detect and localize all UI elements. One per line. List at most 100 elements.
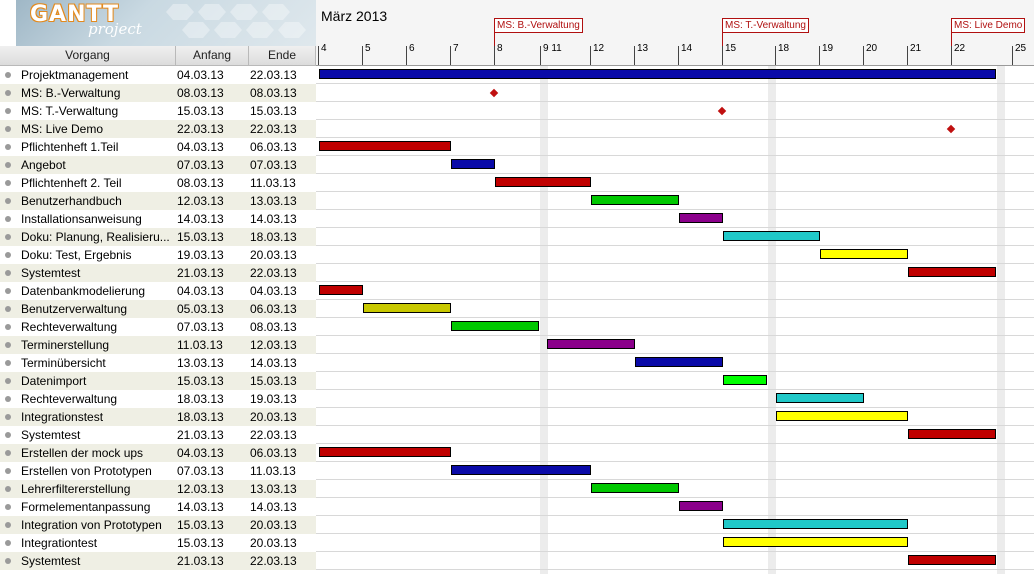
task-bar[interactable] [908, 429, 996, 439]
day-tick-label: 5 [365, 43, 371, 54]
column-header-end[interactable]: Ende [249, 46, 316, 65]
bullet-icon [5, 558, 11, 564]
task-bar[interactable] [319, 285, 363, 295]
task-bar[interactable] [723, 231, 820, 241]
bullet-icon [5, 414, 11, 420]
day-tick [863, 46, 864, 65]
task-bar[interactable] [495, 177, 591, 187]
task-row[interactable]: Systemtest 21.03.13 22.03.13 [0, 552, 316, 570]
task-row[interactable]: Datenbankmodelierung 04.03.13 04.03.13 [0, 282, 316, 300]
milestone-diamond[interactable] [717, 106, 727, 116]
task-name: Formelementanpassung [21, 500, 151, 514]
task-row[interactable]: Installationsanweisung 14.03.13 14.03.13 [0, 210, 316, 228]
milestone-diamond[interactable] [946, 124, 956, 134]
task-start: 14.03.13 [177, 500, 224, 514]
task-row[interactable]: Benutzerverwaltung 05.03.13 06.03.13 [0, 300, 316, 318]
task-row[interactable]: Rechteverwaltung 07.03.13 08.03.13 [0, 318, 316, 336]
task-bar[interactable] [591, 195, 679, 205]
task-bar[interactable] [776, 411, 908, 421]
task-start: 08.03.13 [177, 86, 224, 100]
task-bar[interactable] [908, 267, 996, 277]
task-bar[interactable] [319, 447, 451, 457]
row-divider [316, 317, 1034, 318]
day-tick [722, 46, 723, 65]
milestone-header-label[interactable]: MS: Live Demo [951, 18, 1026, 33]
task-bar[interactable] [451, 321, 539, 331]
day-tick-label: 22 [954, 43, 966, 54]
task-bar[interactable] [820, 249, 908, 259]
task-name: Datenimport [21, 374, 87, 388]
bullet-icon [5, 522, 11, 528]
row-divider [316, 137, 1034, 138]
task-bar[interactable] [547, 339, 635, 349]
task-end: 19.03.13 [250, 392, 297, 406]
task-bar[interactable] [723, 537, 908, 547]
day-tick [590, 46, 591, 65]
task-bar[interactable] [319, 69, 996, 79]
row-divider [316, 443, 1034, 444]
task-bar[interactable] [679, 501, 723, 511]
task-row[interactable]: Doku: Test, Ergebnis 19.03.13 20.03.13 [0, 246, 316, 264]
task-bar[interactable] [635, 357, 723, 367]
task-row[interactable]: Pflichtenheft 2. Teil 08.03.13 11.03.13 [0, 174, 316, 192]
task-bar[interactable] [591, 483, 679, 493]
task-bar[interactable] [723, 519, 908, 529]
task-row[interactable]: Benutzerhandbuch 12.03.13 13.03.13 [0, 192, 316, 210]
task-row[interactable]: Terminerstellung 11.03.13 12.03.13 [0, 336, 316, 354]
task-row[interactable]: MS: B.-Verwaltung 08.03.13 08.03.13 [0, 84, 316, 102]
task-bar[interactable] [723, 375, 767, 385]
bullet-icon [5, 306, 11, 312]
task-row[interactable]: Lehrerfiltererstellung 12.03.13 13.03.13 [0, 480, 316, 498]
task-bar[interactable] [451, 465, 591, 475]
day-tick [775, 46, 776, 65]
task-row[interactable]: Erstellen von Prototypen 07.03.13 11.03.13 [0, 462, 316, 480]
day-tick-label: 19 [822, 43, 834, 54]
task-end: 13.03.13 [250, 482, 297, 496]
task-row[interactable]: Integration von Prototypen 15.03.13 20.03.… [0, 516, 316, 534]
task-row[interactable]: Systemtest 21.03.13 22.03.13 [0, 426, 316, 444]
task-row[interactable]: Angebot 07.03.13 07.03.13 [0, 156, 316, 174]
column-header-start[interactable]: Anfang [176, 46, 249, 65]
task-row[interactable]: Erstellen der mock ups 04.03.13 06.03.13 [0, 444, 316, 462]
milestone-diamond[interactable] [489, 88, 499, 98]
logo-subtitle: project [88, 20, 142, 38]
milestone-header-label[interactable]: MS: T.-Verwaltung [722, 18, 809, 33]
task-row[interactable]: MS: Live Demo 22.03.13 22.03.13 [0, 120, 316, 138]
task-name: Integration von Prototypen [21, 518, 162, 532]
task-bar[interactable] [451, 159, 495, 169]
bullet-icon [5, 72, 11, 78]
task-row[interactable]: Formelementanpassung 14.03.13 14.03.13 [0, 498, 316, 516]
row-divider [316, 191, 1034, 192]
task-start: 15.03.13 [177, 536, 224, 550]
task-bar[interactable] [679, 213, 723, 223]
task-row[interactable]: Integrationstest 18.03.13 20.03.13 [0, 408, 316, 426]
task-row[interactable]: Integrationtest 15.03.13 20.03.13 [0, 534, 316, 552]
task-row[interactable]: Datenimport 15.03.13 15.03.13 [0, 372, 316, 390]
row-divider [316, 263, 1034, 264]
chart-body[interactable] [316, 66, 1034, 574]
task-row[interactable]: Systemtest 21.03.13 22.03.13 [0, 264, 316, 282]
task-row[interactable]: Projektmanagement 04.03.13 22.03.13 [0, 66, 316, 84]
column-header-task[interactable]: Vorgang [0, 46, 176, 65]
day-tick [494, 46, 495, 65]
row-divider [316, 281, 1034, 282]
task-start: 04.03.13 [177, 140, 224, 154]
day-tick-label: 7 [453, 43, 459, 54]
task-row[interactable]: Pflichtenheft 1.Teil 04.03.13 06.03.13 [0, 138, 316, 156]
task-bar[interactable] [908, 555, 996, 565]
task-name: Doku: Planung, Realisieru... [21, 230, 170, 244]
task-row[interactable]: Rechteverwaltung 18.03.13 19.03.13 [0, 390, 316, 408]
task-name: Terminerstellung [21, 338, 110, 352]
bullet-icon [5, 486, 11, 492]
task-row[interactable]: Doku: Planung, Realisieru... 15.03.13 18.0… [0, 228, 316, 246]
task-rows: Projektmanagement 04.03.13 22.03.13 MS: B.-… [0, 66, 316, 570]
task-row[interactable]: MS: T.-Verwaltung 15.03.13 15.03.13 [0, 102, 316, 120]
task-bar[interactable] [363, 303, 451, 313]
milestone-header-label[interactable]: MS: B.-Verwaltung [494, 18, 583, 33]
task-bar[interactable] [776, 393, 864, 403]
task-end: 20.03.13 [250, 518, 297, 532]
task-bar[interactable] [319, 141, 451, 151]
task-row[interactable]: Terminübersicht 13.03.13 14.03.13 [0, 354, 316, 372]
row-divider [316, 155, 1034, 156]
day-tick-label: 9 11 [543, 43, 562, 54]
